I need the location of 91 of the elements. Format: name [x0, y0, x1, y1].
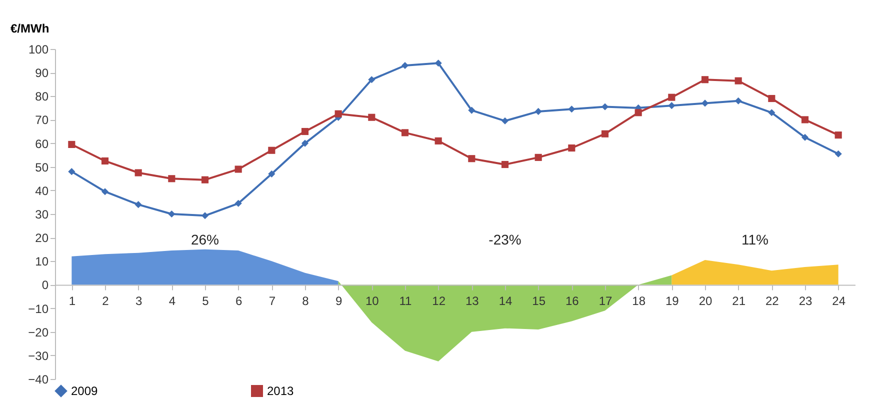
point	[834, 150, 842, 158]
point	[834, 132, 842, 139]
point	[434, 60, 442, 67]
point	[134, 201, 142, 208]
x-tick-label: 18	[632, 294, 646, 308]
y-tick-label: 70	[35, 113, 49, 128]
x-tick-label: 22	[765, 294, 780, 308]
y-tick-label: 80	[35, 90, 49, 104]
x-tick-label: 20	[698, 294, 712, 308]
annotation: 26%	[190, 232, 220, 248]
point	[68, 168, 76, 176]
x-tick-label: 21	[732, 294, 746, 308]
y-tick-label: 50	[35, 160, 49, 174]
point	[534, 154, 542, 161]
annotation: -23%	[488, 232, 522, 248]
point	[634, 109, 642, 116]
x-tick-label: 1	[68, 294, 76, 308]
point	[234, 200, 242, 207]
x-tick-label: 5	[202, 294, 210, 308]
y-tick-label: −10	[28, 302, 49, 316]
x-tick-label: 8	[302, 294, 310, 308]
x-tick-label: 2	[102, 294, 110, 308]
x-tick-label: 23	[798, 294, 812, 308]
y-tick-label: 10	[35, 254, 49, 269]
point	[101, 157, 109, 164]
y-tick-label: 90	[35, 66, 49, 80]
point	[101, 188, 109, 196]
point	[701, 76, 709, 84]
y-axis-title: €/MWh	[10, 22, 50, 36]
point	[801, 116, 809, 124]
point	[601, 130, 609, 138]
x-tick-label: 4	[168, 294, 176, 308]
point	[401, 62, 409, 70]
point	[368, 114, 376, 121]
point	[734, 77, 742, 84]
point	[768, 94, 776, 102]
x-tick-label: 13	[465, 294, 480, 308]
y-tick-label: 40	[35, 184, 49, 198]
point	[668, 94, 676, 101]
x-tick-label: 9	[335, 294, 342, 308]
point	[568, 106, 576, 113]
legend-label: 2013	[267, 384, 294, 398]
point	[468, 106, 476, 114]
point	[801, 134, 809, 141]
point	[534, 108, 542, 115]
y-tick-label: 100	[28, 42, 49, 56]
x-tick-label: 17	[598, 294, 612, 308]
point	[168, 210, 176, 218]
y-tick-label: 0	[42, 278, 49, 292]
y-tick-label: −40	[28, 372, 49, 386]
point	[268, 170, 276, 178]
point	[201, 176, 209, 184]
point	[301, 140, 309, 147]
point	[368, 76, 376, 84]
point	[168, 175, 176, 182]
point	[201, 212, 209, 220]
point	[768, 109, 776, 116]
point	[134, 169, 142, 176]
point	[68, 140, 76, 148]
x-tick-label: 24	[832, 294, 846, 308]
x-tick-label: 16	[565, 294, 580, 308]
point	[268, 146, 276, 154]
point	[301, 128, 309, 136]
point	[234, 166, 242, 173]
annotation: 11%	[742, 232, 768, 248]
point	[734, 97, 742, 104]
x-tick-label: 11	[399, 294, 412, 308]
point	[401, 129, 409, 136]
y-tick-label: −30	[28, 348, 49, 363]
legend-label: 2009	[71, 384, 98, 398]
y-tick-label: 30	[35, 208, 49, 222]
point	[701, 100, 709, 107]
point	[501, 117, 509, 124]
point	[501, 160, 509, 168]
point	[601, 103, 609, 110]
x-tick-label: 14	[498, 294, 512, 308]
y-tick-label: −20	[28, 325, 49, 340]
x-tick-label: 3	[135, 294, 142, 308]
point	[668, 102, 676, 110]
point	[434, 137, 442, 144]
point	[568, 144, 576, 152]
y-tick-label: 20	[35, 231, 49, 246]
x-tick-label: 15	[532, 294, 546, 308]
point	[334, 110, 342, 118]
y-tick-label: 60	[35, 136, 49, 151]
point	[468, 155, 476, 162]
x-tick-label: 6	[235, 294, 242, 308]
x-tick-label: 7	[268, 294, 276, 308]
x-tick-label: 10	[365, 294, 380, 308]
x-tick-label: 12	[432, 294, 446, 308]
x-tick-label: 19	[665, 294, 680, 308]
